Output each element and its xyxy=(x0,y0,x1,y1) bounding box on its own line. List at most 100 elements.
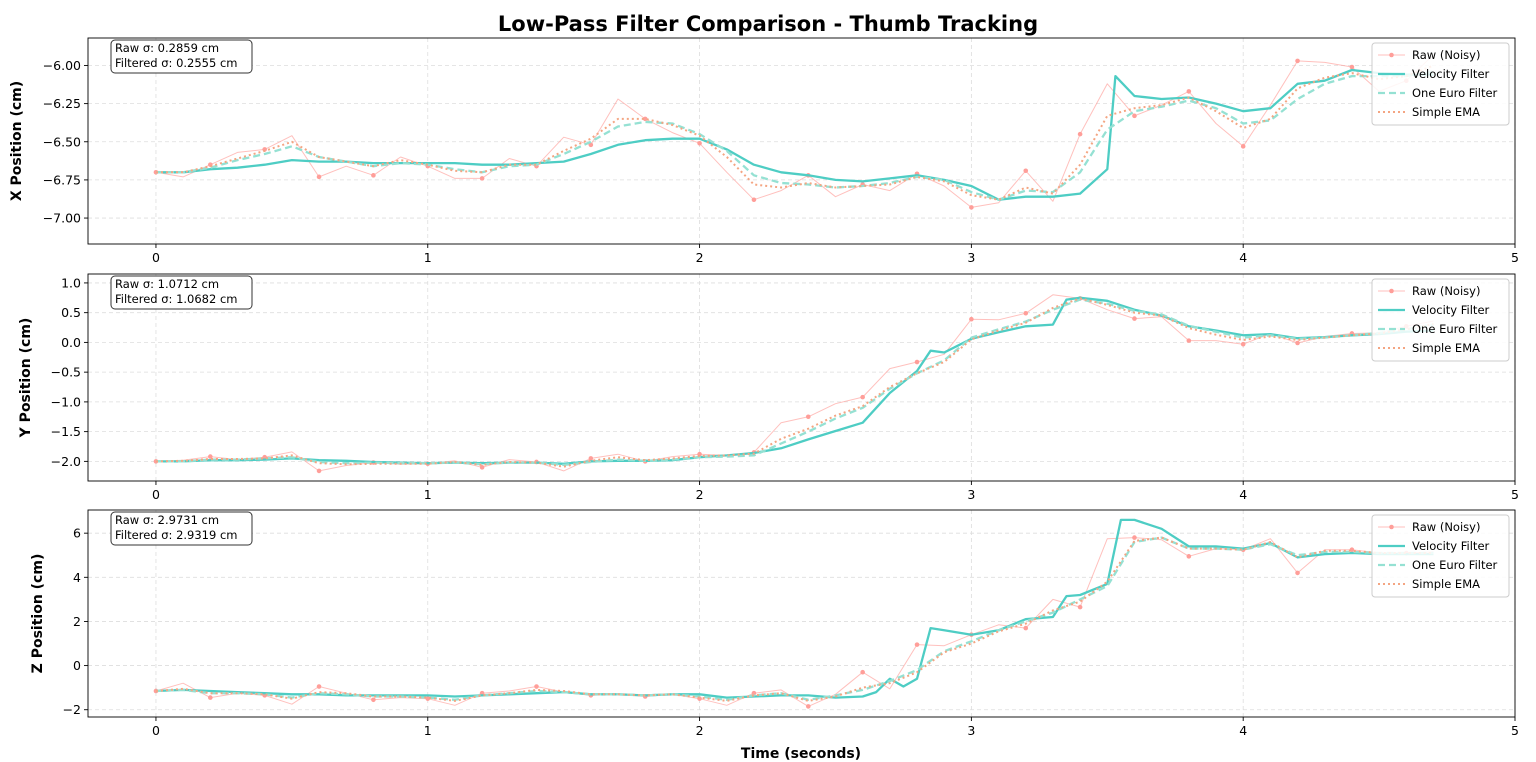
raw-data-point xyxy=(805,414,811,420)
subplot-3: 0 1 2 3 4 5 6 4 2 0 −2 Z Position (cm) Raw σ: 2.9731… xyxy=(30,509,1519,738)
legend-label-velocity: Velocity Filter xyxy=(1412,539,1490,553)
subplots: 0 1 2 3 4 5 −6.00 −6.25 −6.50 −6.75 −7.00 X Positio… xyxy=(9,37,1519,738)
x-tick-label: 3 xyxy=(967,487,975,502)
x-tick-label: 4 xyxy=(1239,250,1247,265)
raw-data-point xyxy=(914,642,920,647)
legend: Raw (Noisy) Velocity Filter One Euro Filte… xyxy=(1371,42,1510,126)
y-tick-label: −6.00 xyxy=(43,58,81,73)
y-tick-label: −2.0 xyxy=(51,454,81,469)
raw-data-point xyxy=(914,359,920,365)
raw-data-point xyxy=(697,140,702,146)
y-tick-label: −1.0 xyxy=(51,394,81,409)
raw-data-point xyxy=(642,116,648,122)
x-axis-label: Time (seconds) xyxy=(741,746,861,762)
plot-area xyxy=(88,38,1515,244)
raw-data-point xyxy=(588,142,594,148)
x-tick-label: 5 xyxy=(1511,487,1519,502)
x-tick-label: 0 xyxy=(152,487,160,502)
legend-label-ema: Simple EMA xyxy=(1412,577,1480,591)
legend-label-one_euro: One Euro Filter xyxy=(1412,322,1498,336)
raw-data-point xyxy=(1132,535,1137,540)
raw-data-point xyxy=(1023,625,1029,631)
raw-data-point xyxy=(425,696,431,701)
stats-filtered-sigma: Filtered σ: 2.9319 cm xyxy=(115,528,238,542)
y-tick-label: −2 xyxy=(63,702,81,717)
legend-label-velocity: Velocity Filter xyxy=(1412,303,1490,317)
raw-data-point xyxy=(805,704,811,709)
y-axis-label: X Position (cm) xyxy=(9,81,25,201)
stats-box-frame xyxy=(110,511,253,546)
raw-data-point xyxy=(1240,341,1246,347)
x-tick-label: 1 xyxy=(424,487,432,502)
legend-label-one_euro: One Euro Filter xyxy=(1412,86,1498,100)
x-tick-label: 4 xyxy=(1239,487,1247,502)
raw-data-point xyxy=(371,173,376,178)
subplot-2: 0 1 2 3 4 5 1.0 0.5 0.0 −0.5 −1.0 −1.5 −2.0 Y Positio… xyxy=(18,273,1519,502)
stats-filtered-sigma: Filtered σ: 1.0682 cm xyxy=(115,292,238,306)
x-tick-label: 2 xyxy=(696,723,704,738)
legend-marker-raw xyxy=(1389,524,1394,530)
legend-label-one_euro: One Euro Filter xyxy=(1412,558,1498,572)
x-tick-label: 5 xyxy=(1511,250,1519,265)
raw-data-point xyxy=(969,316,974,322)
series-line-ema xyxy=(155,536,1434,702)
y-axis-label: Y Position (cm) xyxy=(18,318,34,439)
y-tick-label: 0.0 xyxy=(61,335,81,350)
subplot-1: 0 1 2 3 4 5 −6.00 −6.25 −6.50 −6.75 −7.00 X Positio… xyxy=(9,37,1519,265)
series-line-velocity xyxy=(155,518,1434,699)
legend-label-ema: Simple EMA xyxy=(1412,341,1480,355)
x-tick-label: 1 xyxy=(424,250,432,265)
series-line-one_euro xyxy=(156,70,1434,201)
raw-data-point xyxy=(1186,338,1192,343)
y-tick-label: −0.5 xyxy=(51,365,81,380)
raw-data-point xyxy=(1295,58,1300,64)
raw-data-point xyxy=(860,669,865,675)
raw-data-point xyxy=(316,684,322,689)
raw-data-point xyxy=(262,454,267,460)
x-tick-label: 3 xyxy=(967,250,975,265)
x-tick-label: 0 xyxy=(152,250,160,265)
raw-data-point xyxy=(751,690,757,696)
legend-label-raw: Raw (Noisy) xyxy=(1412,284,1480,298)
raw-data-point xyxy=(479,465,485,470)
y-tick-label: −1.5 xyxy=(51,424,81,439)
raw-data-point xyxy=(316,174,322,180)
raw-data-point xyxy=(534,684,539,689)
stats-raw-sigma: Raw σ: 0.2859 cm xyxy=(115,41,219,55)
raw-data-point xyxy=(1077,131,1083,137)
x-tick-label: 2 xyxy=(696,487,704,502)
raw-data-point xyxy=(1349,64,1355,70)
y-tick-label: 1.0 xyxy=(61,275,81,290)
raw-data-point xyxy=(588,456,594,461)
raw-data-point xyxy=(208,695,213,700)
legend-frame xyxy=(1371,514,1510,598)
y-tick-label: 6 xyxy=(73,526,81,541)
axes-frame xyxy=(87,273,1516,482)
raw-data-point xyxy=(316,468,322,474)
axes-frame xyxy=(87,37,1516,245)
x-tick-label: 4 xyxy=(1239,723,1247,738)
y-tick-label: −7.00 xyxy=(43,211,81,226)
raw-data-point xyxy=(1295,340,1300,346)
series-line-velocity xyxy=(156,68,1434,201)
raw-data-point xyxy=(751,197,757,203)
raw-data-point xyxy=(1132,316,1137,321)
plot-area xyxy=(88,274,1515,481)
legend-label-velocity: Velocity Filter xyxy=(1412,67,1490,81)
raw-data-point xyxy=(1023,310,1029,316)
raw-data-point xyxy=(969,205,974,210)
raw-data-point xyxy=(1186,554,1192,559)
x-tick-label: 3 xyxy=(967,723,975,738)
x-tick-label: 1 xyxy=(424,723,432,738)
series-line-ema xyxy=(155,297,1434,468)
axes-frame xyxy=(87,509,1516,718)
legend-label-raw: Raw (Noisy) xyxy=(1412,520,1480,534)
raw-data-point xyxy=(371,697,376,703)
x-tick-label: 0 xyxy=(152,723,160,738)
series-line-ema xyxy=(156,64,1434,201)
legend-label-ema: Simple EMA xyxy=(1412,105,1480,119)
